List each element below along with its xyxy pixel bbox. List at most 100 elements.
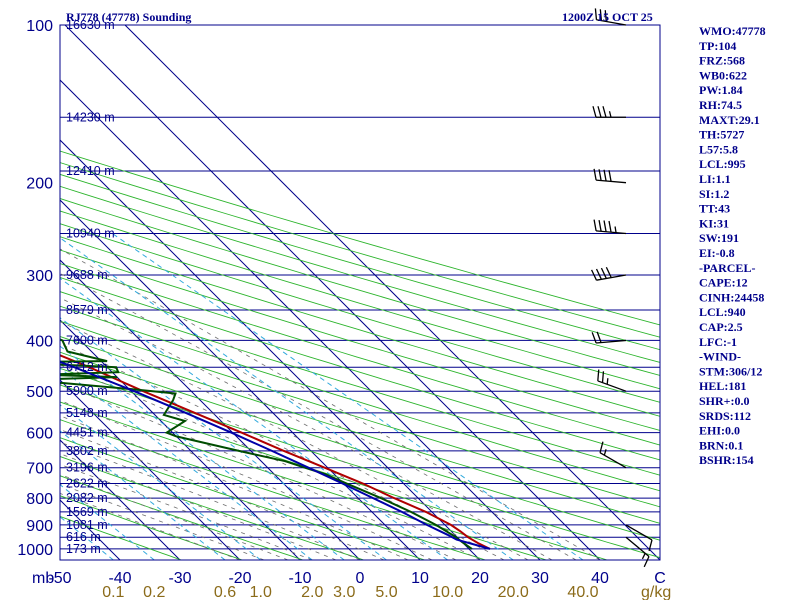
- height-label: 3802 m: [66, 444, 108, 458]
- isotherm-line: [124, 25, 660, 560]
- dry-adiabat: [60, 351, 660, 541]
- isotherm-line: [60, 379, 241, 560]
- temperature-tick-label: 10: [411, 570, 429, 587]
- index-value: WMO:47778: [699, 24, 766, 38]
- dry-adiabat: [60, 210, 660, 390]
- index-value: RH:74.5: [699, 98, 742, 112]
- wind-barb: [625, 536, 650, 568]
- valid-time: 1200Z 15 OCT 25: [562, 10, 653, 24]
- wind-barb: [625, 524, 653, 552]
- chart-title: RJ778 (47778) Sounding: [66, 10, 191, 24]
- dry-adiabat: [60, 384, 608, 560]
- height-label: 7600 m: [66, 333, 108, 347]
- temperature-tick-label: -10: [288, 570, 311, 587]
- isotherm-line: [60, 439, 181, 560]
- dry-adiabat: [60, 185, 660, 363]
- index-value: EHI:0.0: [699, 424, 740, 438]
- mixing-ratio-line: [60, 237, 514, 560]
- wind-barb: [593, 168, 627, 184]
- height-label: 173 m: [66, 542, 101, 556]
- dry-adiabat: [60, 419, 486, 560]
- height-label: 2082 m: [66, 491, 108, 505]
- index-value: LFC:-1: [699, 335, 737, 349]
- index-value: TH:5727: [699, 128, 744, 142]
- moist-adiabat: [60, 364, 481, 560]
- height-label: 5900 m: [66, 384, 108, 398]
- pressure-tick-label: 1000: [17, 542, 53, 559]
- moist-adiabat: [60, 383, 457, 560]
- pressure-unit-label: mb: [32, 570, 54, 587]
- temperature-tick-label: -30: [168, 570, 191, 587]
- series-dewpoint-line: [60, 338, 473, 550]
- dry-adiabat: [60, 249, 660, 431]
- pressure-tick-label: 300: [26, 268, 53, 285]
- isotherm-line: [60, 79, 541, 560]
- dry-adiabat: [60, 276, 660, 461]
- dry-adiabat: [60, 198, 660, 376]
- dry-adiabat: [60, 437, 425, 560]
- index-value: SI:1.2: [699, 187, 729, 201]
- index-value: WB0:622: [699, 68, 747, 82]
- dry-adiabat: [60, 263, 660, 446]
- mixing-ratio-tick-label: 10.0: [432, 584, 463, 600]
- dry-adiabat: [60, 475, 304, 560]
- dry-adiabat: [60, 236, 660, 417]
- temperature-tick-label: 0: [356, 570, 365, 587]
- wind-barb: [594, 8, 627, 26]
- index-value: KI:31: [699, 216, 729, 230]
- pressure-tick-label: 800: [26, 491, 53, 508]
- index-value: -WIND-: [699, 350, 741, 364]
- mixing-ratio-line: [60, 345, 345, 560]
- temperature-tick-label: -40: [108, 570, 131, 587]
- dry-adiabat: [60, 173, 660, 351]
- moist-adiabat: [60, 415, 409, 560]
- mixing-ratio-line: [60, 317, 387, 560]
- index-value: TP:104: [699, 39, 736, 53]
- moist-adiabat: [60, 463, 313, 560]
- series-temperature-line: [60, 354, 491, 550]
- chart-header: RJ778 (47778) Sounding 1200Z 15 OCT 25 m…: [32, 10, 671, 600]
- temperature-tick-label: 40: [591, 570, 609, 587]
- mixing-ratio-tick-label: 0.2: [143, 584, 165, 600]
- pressure-tick-label: 500: [26, 384, 53, 401]
- height-label: 6712 m: [66, 360, 108, 374]
- wind-barb: [593, 219, 627, 235]
- mixing-ratio-tick-label: 2.0: [301, 584, 323, 600]
- index-value: SRDS:112: [699, 409, 751, 423]
- height-label: 2622 m: [66, 476, 108, 490]
- pressure-tick-label: 700: [26, 461, 53, 478]
- sounding-traces: [60, 338, 491, 550]
- isotherm-line: [60, 319, 301, 560]
- height-label: 5148 m: [66, 406, 108, 420]
- height-label: 12410 m: [66, 164, 115, 178]
- pressure-tick-label: 100: [26, 18, 53, 35]
- index-value: BSHR:154: [699, 453, 754, 467]
- sounding-indices: WMO:47778TP:104FRZ:568WB0:622PW:1.84RH:7…: [699, 24, 766, 467]
- dry-adiabat: [60, 150, 660, 326]
- temperature-tick-label: 20: [471, 570, 489, 587]
- dry-adiabat: [60, 223, 660, 403]
- mixing-ratio-line: [60, 277, 448, 560]
- isotherm-line: [60, 139, 481, 560]
- index-value: CAP:2.5: [699, 320, 743, 334]
- height-label: 14230 m: [66, 110, 115, 124]
- temperature-tick-label: C: [654, 570, 666, 587]
- height-label: 4451 m: [66, 426, 108, 440]
- height-label: 1081 m: [66, 518, 108, 532]
- mixing-ratio-tick-label: 0.6: [214, 584, 236, 600]
- index-value: LCL:940: [699, 305, 746, 319]
- mixing-ratio-tick-label: 0.1: [102, 584, 124, 600]
- mixing-ratio-tick-label: 20.0: [498, 584, 529, 600]
- isotherm-line: [64, 25, 601, 560]
- index-value: LI:1.1: [699, 172, 731, 186]
- temperature-tick-label: -50: [48, 570, 71, 587]
- pressure-tick-label: 400: [26, 333, 53, 350]
- temperature-tick-label: 30: [531, 570, 549, 587]
- dry-adiabat: [60, 515, 182, 560]
- index-value: -PARCEL-: [699, 261, 755, 275]
- temperature-tick-label: -20: [228, 570, 251, 587]
- height-label: 16630 m: [66, 18, 115, 32]
- index-value: STM:306/12: [699, 364, 762, 378]
- mixing-ratio-tick-label: 40.0: [567, 584, 598, 600]
